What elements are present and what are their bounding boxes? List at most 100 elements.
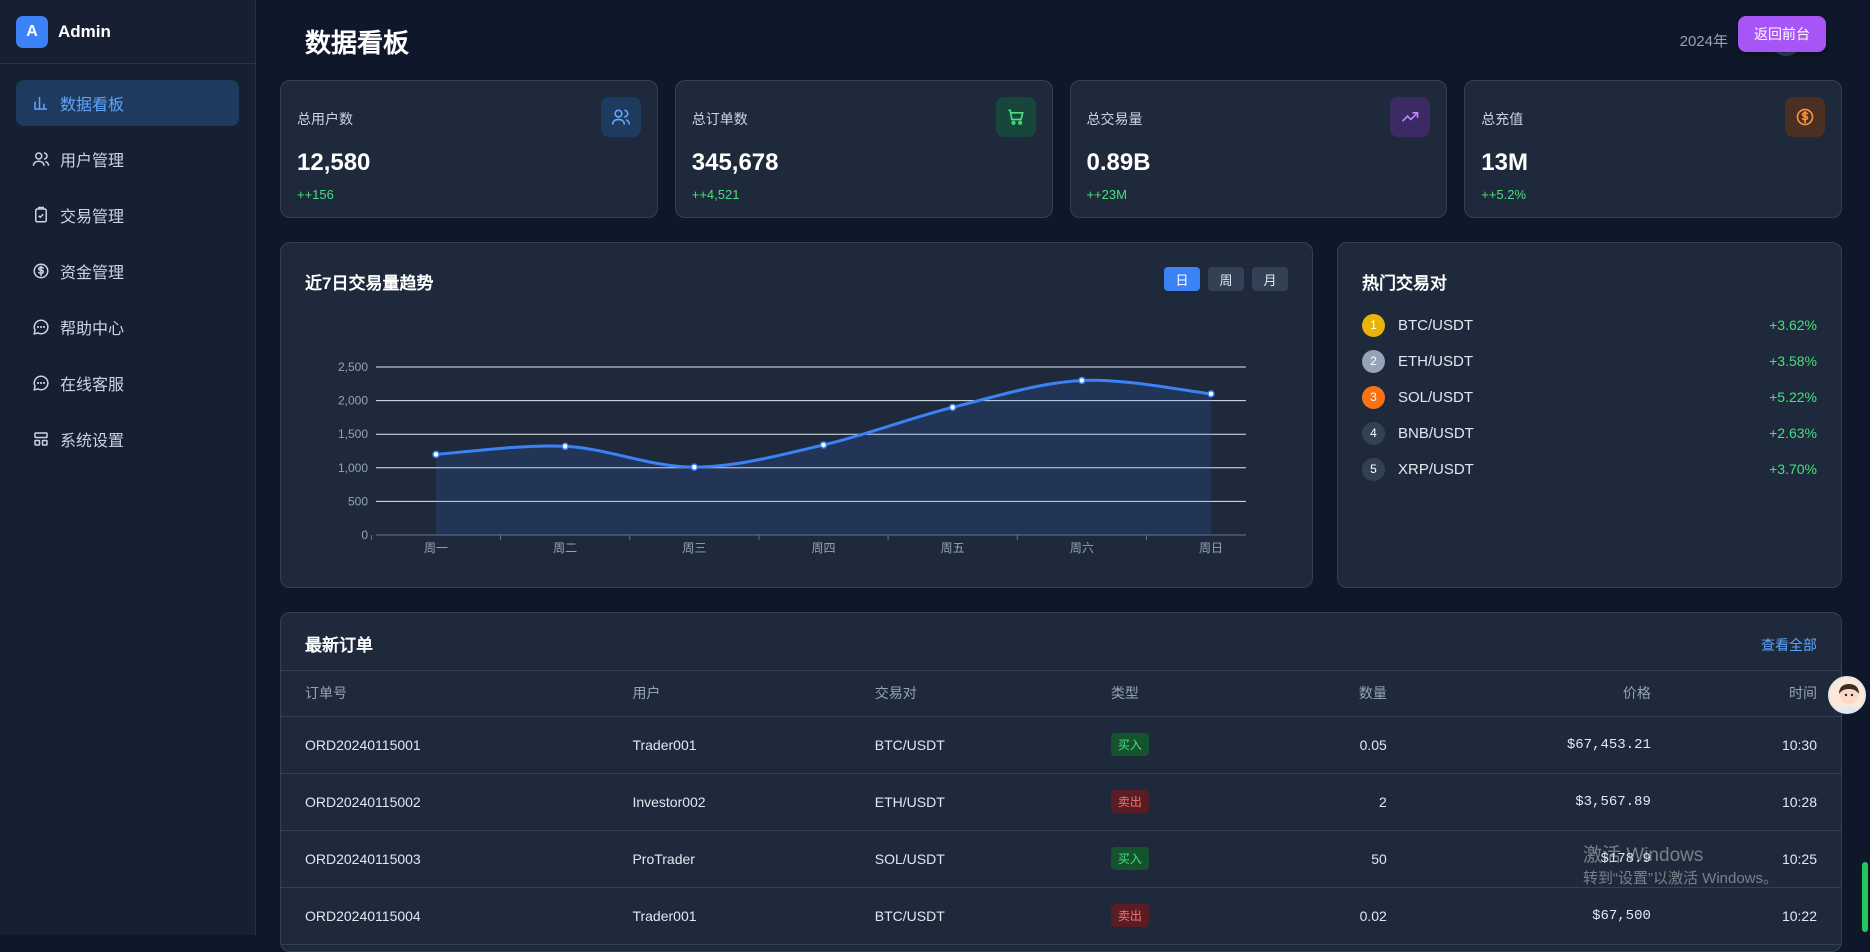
- pair-name: BTC/USDT: [1398, 316, 1473, 334]
- chat-icon: [33, 375, 49, 391]
- hot-pairs-title: 热门交易对: [1362, 274, 1447, 293]
- list-item[interactable]: 4 BNB/USDT +2.63%: [1362, 415, 1817, 451]
- hot-pairs-list: 1 BTC/USDT +3.62% 2 ETH/USDT +3.58% 3 SO…: [1362, 307, 1817, 487]
- stat-label: 总订单数: [691, 111, 748, 127]
- sidebar-item-support[interactable]: 在线客服: [16, 360, 239, 406]
- rank-badge: 3: [1362, 385, 1385, 409]
- order-user: Investor002: [608, 773, 851, 831]
- stat-card-volume: 总交易量 0.89B ++23M: [1069, 80, 1448, 218]
- data-point: [948, 403, 957, 412]
- clipboard-icon: [35, 206, 47, 223]
- rank-badge: 5: [1362, 457, 1385, 481]
- stat-label: 总充值: [1481, 111, 1524, 127]
- brand[interactable]: A Admin: [0, 0, 255, 64]
- rank-badge: 2: [1362, 349, 1385, 373]
- order-time: 10:28: [1674, 773, 1841, 831]
- order-price: $178.9: [1410, 830, 1675, 888]
- rank-badge: 4: [1362, 421, 1385, 445]
- column-header[interactable]: 数量: [1258, 671, 1411, 717]
- sidebar-item-label: 交易管理: [60, 209, 125, 226]
- order-pair: BTC/USDT: [850, 716, 1087, 774]
- chat-icon: [33, 319, 49, 335]
- person-icon: [1839, 684, 1859, 712]
- list-item[interactable]: 2 ETH/USDT +3.58%: [1362, 343, 1817, 379]
- table-row[interactable]: ORD20240115003 ProTrader SOL/USDT 买入 50 …: [281, 830, 1841, 888]
- area-fill: [436, 380, 1211, 535]
- sidebar-item-label: 帮助中心: [60, 321, 125, 338]
- sidebar-item-settings[interactable]: 系统设置: [16, 416, 239, 462]
- list-item[interactable]: 5 XRP/USDT +3.70%: [1362, 451, 1817, 487]
- column-header[interactable]: 时间: [1674, 671, 1841, 717]
- range-week-button[interactable]: 周: [1208, 267, 1244, 291]
- sidebar-item-label: 用户管理: [60, 153, 125, 170]
- stat-delta: ++5.2%: [1481, 187, 1527, 202]
- stats-row: 总用户数 12,580 ++156 总订单数 345,678 ++4,521 总…: [280, 80, 1842, 218]
- column-header[interactable]: 用户: [608, 671, 851, 717]
- order-time: 10:25: [1674, 830, 1841, 888]
- column-header[interactable]: 订单号: [281, 671, 609, 717]
- table-row[interactable]: ORD20240115001 Trader001 BTC/USDT 买入 0.0…: [281, 716, 1841, 774]
- sidebar-item-dashboard[interactable]: 数据看板: [16, 80, 239, 126]
- status-badge: 卖出: [1110, 904, 1149, 927]
- table-row[interactable]: ORD20240115002 Investor002 ETH/USDT 卖出 2…: [281, 773, 1841, 831]
- stat-label: 总用户数: [297, 111, 353, 127]
- pair-name: SOL/USDT: [1398, 388, 1474, 406]
- order-type-cell: 卖出: [1086, 887, 1259, 945]
- order-qty: 0.05: [1258, 716, 1411, 774]
- data-point: [1207, 390, 1215, 398]
- chart-title: 近7日交易量趋势: [305, 274, 434, 293]
- stat-delta: ++156: [297, 187, 334, 202]
- list-item[interactable]: 1 BTC/USDT +3.62%: [1362, 307, 1817, 343]
- dollar-circle-icon: [1785, 97, 1825, 137]
- trend-chart-panel: 近7日交易量趋势 日 周 月 0 500 1,000 1,500 2,000 2,500 周…: [280, 242, 1313, 588]
- pair-name: XRP/USDT: [1398, 460, 1474, 478]
- order-type-cell: 买入: [1086, 716, 1259, 774]
- table-row[interactable]: ORD20240115004 Trader001 BTC/USDT 卖出 0.0…: [281, 887, 1841, 945]
- x-tick-label: 周三: [682, 541, 706, 555]
- users-icon: [32, 152, 50, 166]
- list-item[interactable]: 3 SOL/USDT +5.22%: [1362, 379, 1817, 415]
- order-price: $67,500: [1410, 887, 1675, 945]
- status-badge: 买入: [1110, 847, 1149, 870]
- column-header[interactable]: 类型: [1086, 671, 1259, 717]
- pair-change: +3.70%: [1769, 461, 1817, 477]
- scrollbar-thumb[interactable]: [1862, 862, 1868, 932]
- layout-icon: [34, 432, 48, 446]
- x-tick-label: 周四: [811, 541, 835, 555]
- order-qty: 2: [1258, 773, 1411, 831]
- stat-value: 0.89B: [1086, 149, 1151, 176]
- back-to-frontend-button[interactable]: 返回前台: [1738, 16, 1826, 52]
- support-avatar[interactable]: [1828, 676, 1866, 714]
- view-all-link[interactable]: 查看全部: [1761, 637, 1817, 653]
- order-price: $3,567.89: [1410, 773, 1675, 831]
- y-tick-label: 500: [348, 494, 368, 508]
- stat-card-users: 总用户数 12,580 ++156: [280, 80, 658, 218]
- page-title: 数据看板: [305, 27, 410, 58]
- bar-chart-icon: [34, 97, 47, 110]
- sidebar-item-funds[interactable]: 资金管理: [16, 248, 239, 294]
- sidebar-nav: 数据看板 用户管理 交易管理 资金管理 帮助中心 在线客服 系统设置: [0, 64, 255, 488]
- order-qty: 0.02: [1258, 887, 1411, 945]
- sidebar-item-trades[interactable]: 交易管理: [16, 192, 239, 238]
- order-pair: ETH/USDT: [850, 773, 1087, 831]
- range-day-button[interactable]: 日: [1164, 267, 1200, 291]
- sidebar-item-help[interactable]: 帮助中心: [16, 304, 239, 350]
- users-icon: [600, 97, 641, 137]
- x-tick-label: 周日: [1199, 541, 1223, 555]
- stat-delta: ++23M: [1086, 187, 1127, 202]
- column-header[interactable]: 价格: [1410, 671, 1675, 717]
- data-point: [690, 463, 699, 471]
- order-type-cell: 卖出: [1086, 773, 1259, 831]
- sidebar-item-label: 系统设置: [60, 433, 125, 450]
- order-id: ORD20240115004: [281, 887, 609, 945]
- sidebar-item-users[interactable]: 用户管理: [16, 136, 239, 182]
- status-badge: 卖出: [1110, 790, 1149, 813]
- column-header[interactable]: 交易对: [850, 671, 1087, 717]
- range-month-button[interactable]: 月: [1252, 267, 1288, 291]
- pair-change: +5.22%: [1769, 389, 1817, 405]
- order-qty: 50: [1258, 830, 1411, 888]
- orders-table: 订单号 用户 交易对 类型 数量 价格 时间 ORD20240115001 Tr…: [281, 671, 1841, 945]
- stat-value: 12,580: [297, 149, 371, 176]
- y-tick-label: 2,000: [338, 394, 368, 408]
- x-tick-label: 周一: [424, 541, 448, 555]
